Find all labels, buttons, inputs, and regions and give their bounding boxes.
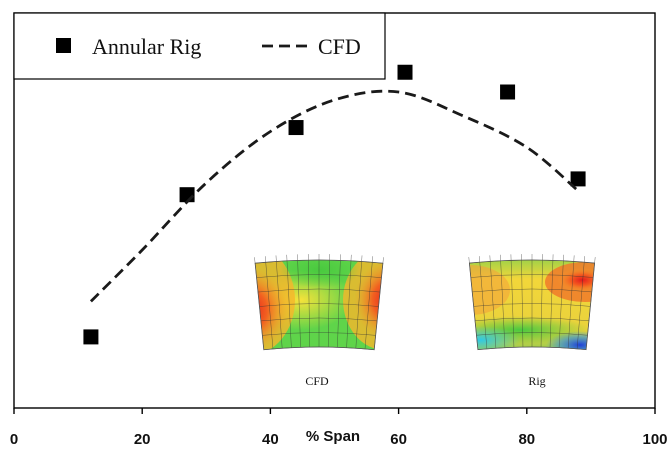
legend-cfd-label: CFD — [318, 34, 361, 59]
annular-rig-marker — [83, 329, 99, 345]
x-tick-label: 20 — [134, 431, 151, 448]
x-axis-label: % Span — [306, 428, 360, 445]
cfd-dashed-line — [89, 89, 579, 303]
rig-inset-caption: Rig — [528, 374, 545, 388]
x-tick-label: 40 — [262, 431, 279, 448]
legend-rig-label: Annular Rig — [92, 34, 201, 59]
annular-rig-marker — [570, 171, 586, 187]
contour-insets: CFD Rig — [254, 254, 596, 388]
x-tick-label: 60 — [390, 431, 407, 448]
rig-contour-inset: Rig — [468, 254, 596, 388]
cfd-inset-caption: CFD — [305, 374, 329, 388]
annular-rig-marker — [288, 120, 304, 136]
annular-rig-marker — [397, 64, 413, 80]
legend-box — [13, 12, 386, 80]
x-tick-label: 100 — [642, 431, 667, 448]
annular-rig-marker — [500, 84, 516, 100]
x-tick-label: 80 — [518, 431, 535, 448]
legend: Annular Rig CFD — [13, 12, 386, 80]
x-tick-label: 0 — [10, 431, 18, 448]
legend-rig-marker — [56, 38, 71, 53]
cfd-contour-inset: CFD — [254, 254, 384, 388]
